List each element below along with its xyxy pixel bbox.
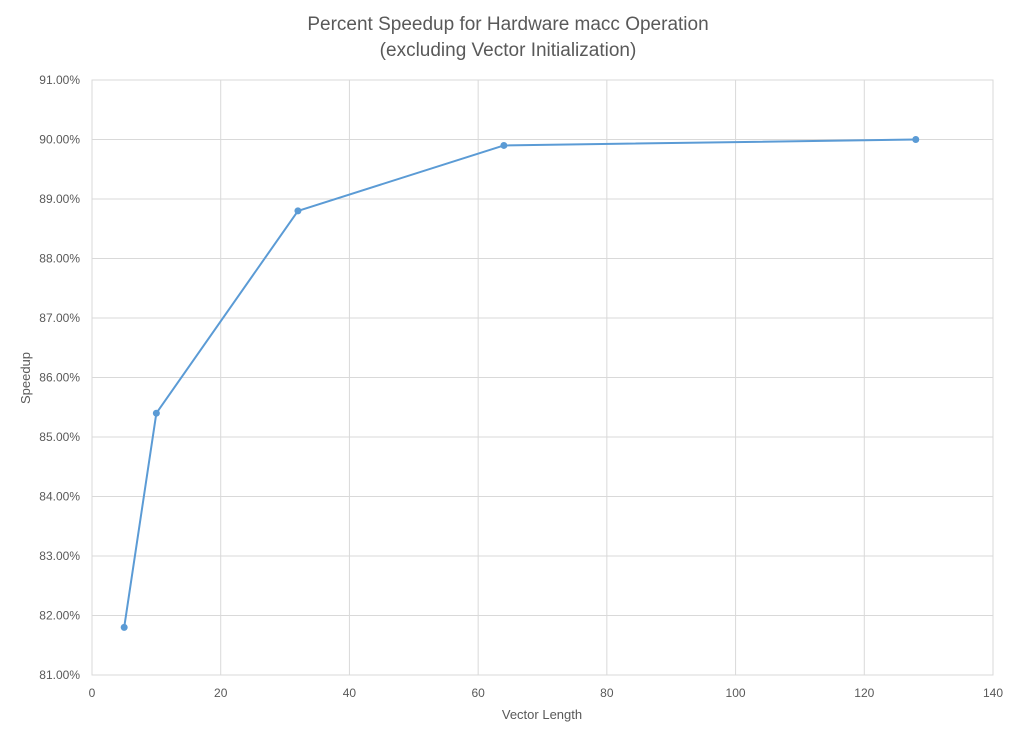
chart-title: Percent Speedup for Hardware macc Operat…: [307, 14, 708, 35]
y-tick-label: 83.00%: [39, 549, 80, 563]
x-tick-label: 120: [854, 686, 874, 700]
x-tick-label: 40: [343, 686, 357, 700]
data-point[interactable]: [152, 409, 160, 417]
data-point[interactable]: [120, 623, 128, 631]
y-tick-label: 82.00%: [39, 609, 80, 623]
y-tick-label: 88.00%: [39, 252, 80, 266]
y-tick-label: 86.00%: [39, 371, 80, 385]
y-tick-label: 87.00%: [39, 311, 80, 325]
y-tick-label: 81.00%: [39, 668, 80, 682]
x-tick-label: 140: [983, 686, 1003, 700]
x-axis-ticks: 0 20 40 60 80 100 120 140: [89, 686, 1004, 700]
y-tick-label: 84.00%: [39, 490, 80, 504]
y-axis-label: Speedup: [18, 352, 33, 404]
y-tick-label: 90.00%: [39, 133, 80, 147]
series-line: [123, 138, 916, 628]
x-tick-label: 0: [89, 686, 96, 700]
series-speedup: [120, 136, 920, 631]
chart-subtitle: (excluding Vector Initialization): [380, 40, 637, 61]
data-point[interactable]: [294, 207, 302, 215]
y-tick-label: 85.00%: [39, 430, 80, 444]
plot-area-border: [91, 79, 994, 676]
y-tick-label: 89.00%: [39, 192, 80, 206]
data-point[interactable]: [500, 141, 508, 149]
data-point[interactable]: [912, 136, 920, 143]
grid: [91, 79, 994, 676]
x-tick-label: 20: [214, 686, 228, 700]
y-axis-ticks: 81.00% 82.00% 83.00% 84.00% 85.00% 86.00% 87.0…: [39, 73, 80, 682]
x-tick-label: 80: [600, 686, 614, 700]
x-tick-label: 100: [726, 686, 746, 700]
x-axis-label: Vector Length: [502, 707, 582, 722]
x-tick-label: 60: [471, 686, 485, 700]
y-tick-label: 91.00%: [39, 73, 80, 87]
